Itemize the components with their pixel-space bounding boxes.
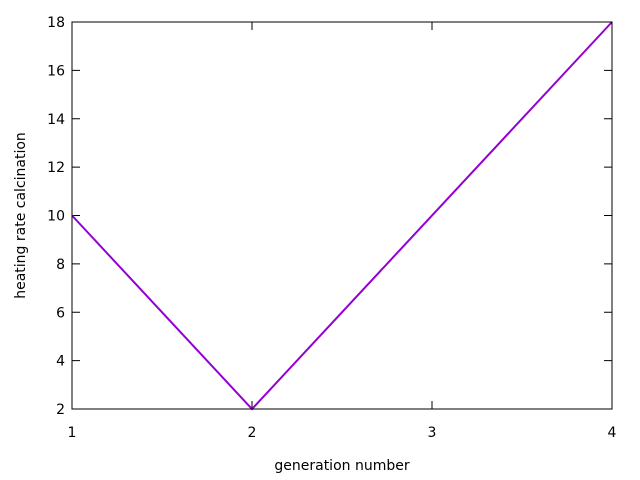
y-axis-ticks: 2 4 6 8 10 12 14 16 18 <box>47 15 612 418</box>
y-axis-label: heating rate calcination <box>13 132 29 299</box>
plot-frame <box>71 21 613 410</box>
x-axis-ticks: 1 2 3 4 <box>68 22 617 441</box>
y-tick-label: 6 <box>56 305 65 321</box>
series-line <box>71 21 613 411</box>
x-tick-label: 2 <box>248 425 257 441</box>
y-tick-label: 14 <box>47 112 65 128</box>
y-tick-label: 16 <box>47 63 65 79</box>
y-tick-label: 12 <box>47 160 65 176</box>
x-axis-label: generation number <box>274 458 409 474</box>
x-tick-label: 3 <box>428 425 437 441</box>
series-layer <box>71 21 613 411</box>
y-tick-label: 4 <box>56 354 65 370</box>
x-tick-label: 4 <box>608 425 617 441</box>
y-tick-label: 8 <box>56 257 65 273</box>
y-tick-label: 10 <box>47 209 65 225</box>
y-tick-label: 2 <box>56 402 65 418</box>
x-tick-label: 1 <box>68 425 77 441</box>
y-tick-label: 18 <box>47 15 65 31</box>
